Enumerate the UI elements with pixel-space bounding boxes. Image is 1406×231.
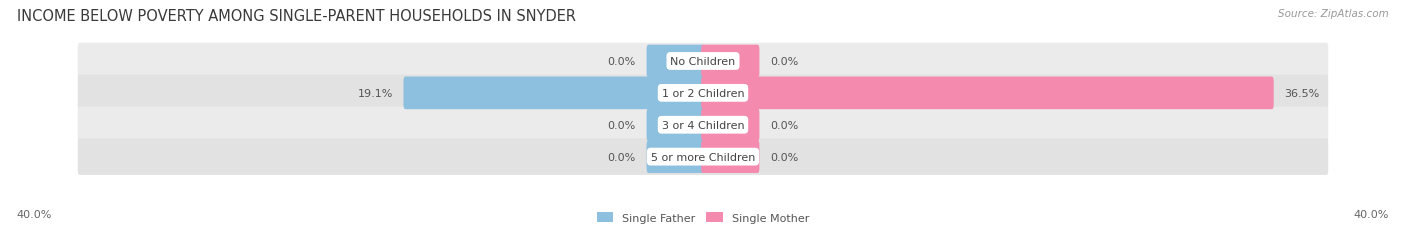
FancyBboxPatch shape — [702, 77, 1274, 110]
FancyBboxPatch shape — [647, 109, 704, 141]
Text: 36.5%: 36.5% — [1284, 88, 1320, 98]
Text: 19.1%: 19.1% — [357, 88, 392, 98]
Text: 0.0%: 0.0% — [607, 152, 636, 162]
FancyBboxPatch shape — [647, 46, 704, 78]
Text: Source: ZipAtlas.com: Source: ZipAtlas.com — [1278, 9, 1389, 19]
Text: 0.0%: 0.0% — [607, 120, 636, 130]
Text: 0.0%: 0.0% — [770, 57, 799, 67]
FancyBboxPatch shape — [77, 43, 1329, 80]
FancyBboxPatch shape — [702, 141, 759, 173]
FancyBboxPatch shape — [404, 77, 704, 110]
Text: 3 or 4 Children: 3 or 4 Children — [662, 120, 744, 130]
Text: 5 or more Children: 5 or more Children — [651, 152, 755, 162]
Text: 0.0%: 0.0% — [607, 57, 636, 67]
FancyBboxPatch shape — [647, 141, 704, 173]
Text: No Children: No Children — [671, 57, 735, 67]
FancyBboxPatch shape — [77, 139, 1329, 175]
FancyBboxPatch shape — [702, 46, 759, 78]
Legend: Single Father, Single Mother: Single Father, Single Mother — [596, 213, 810, 223]
Text: INCOME BELOW POVERTY AMONG SINGLE-PARENT HOUSEHOLDS IN SNYDER: INCOME BELOW POVERTY AMONG SINGLE-PARENT… — [17, 9, 576, 24]
FancyBboxPatch shape — [702, 109, 759, 141]
Text: 1 or 2 Children: 1 or 2 Children — [662, 88, 744, 98]
Text: 40.0%: 40.0% — [1354, 210, 1389, 219]
Text: 0.0%: 0.0% — [770, 152, 799, 162]
Text: 40.0%: 40.0% — [17, 210, 52, 219]
FancyBboxPatch shape — [77, 75, 1329, 112]
FancyBboxPatch shape — [77, 107, 1329, 143]
Text: 0.0%: 0.0% — [770, 120, 799, 130]
